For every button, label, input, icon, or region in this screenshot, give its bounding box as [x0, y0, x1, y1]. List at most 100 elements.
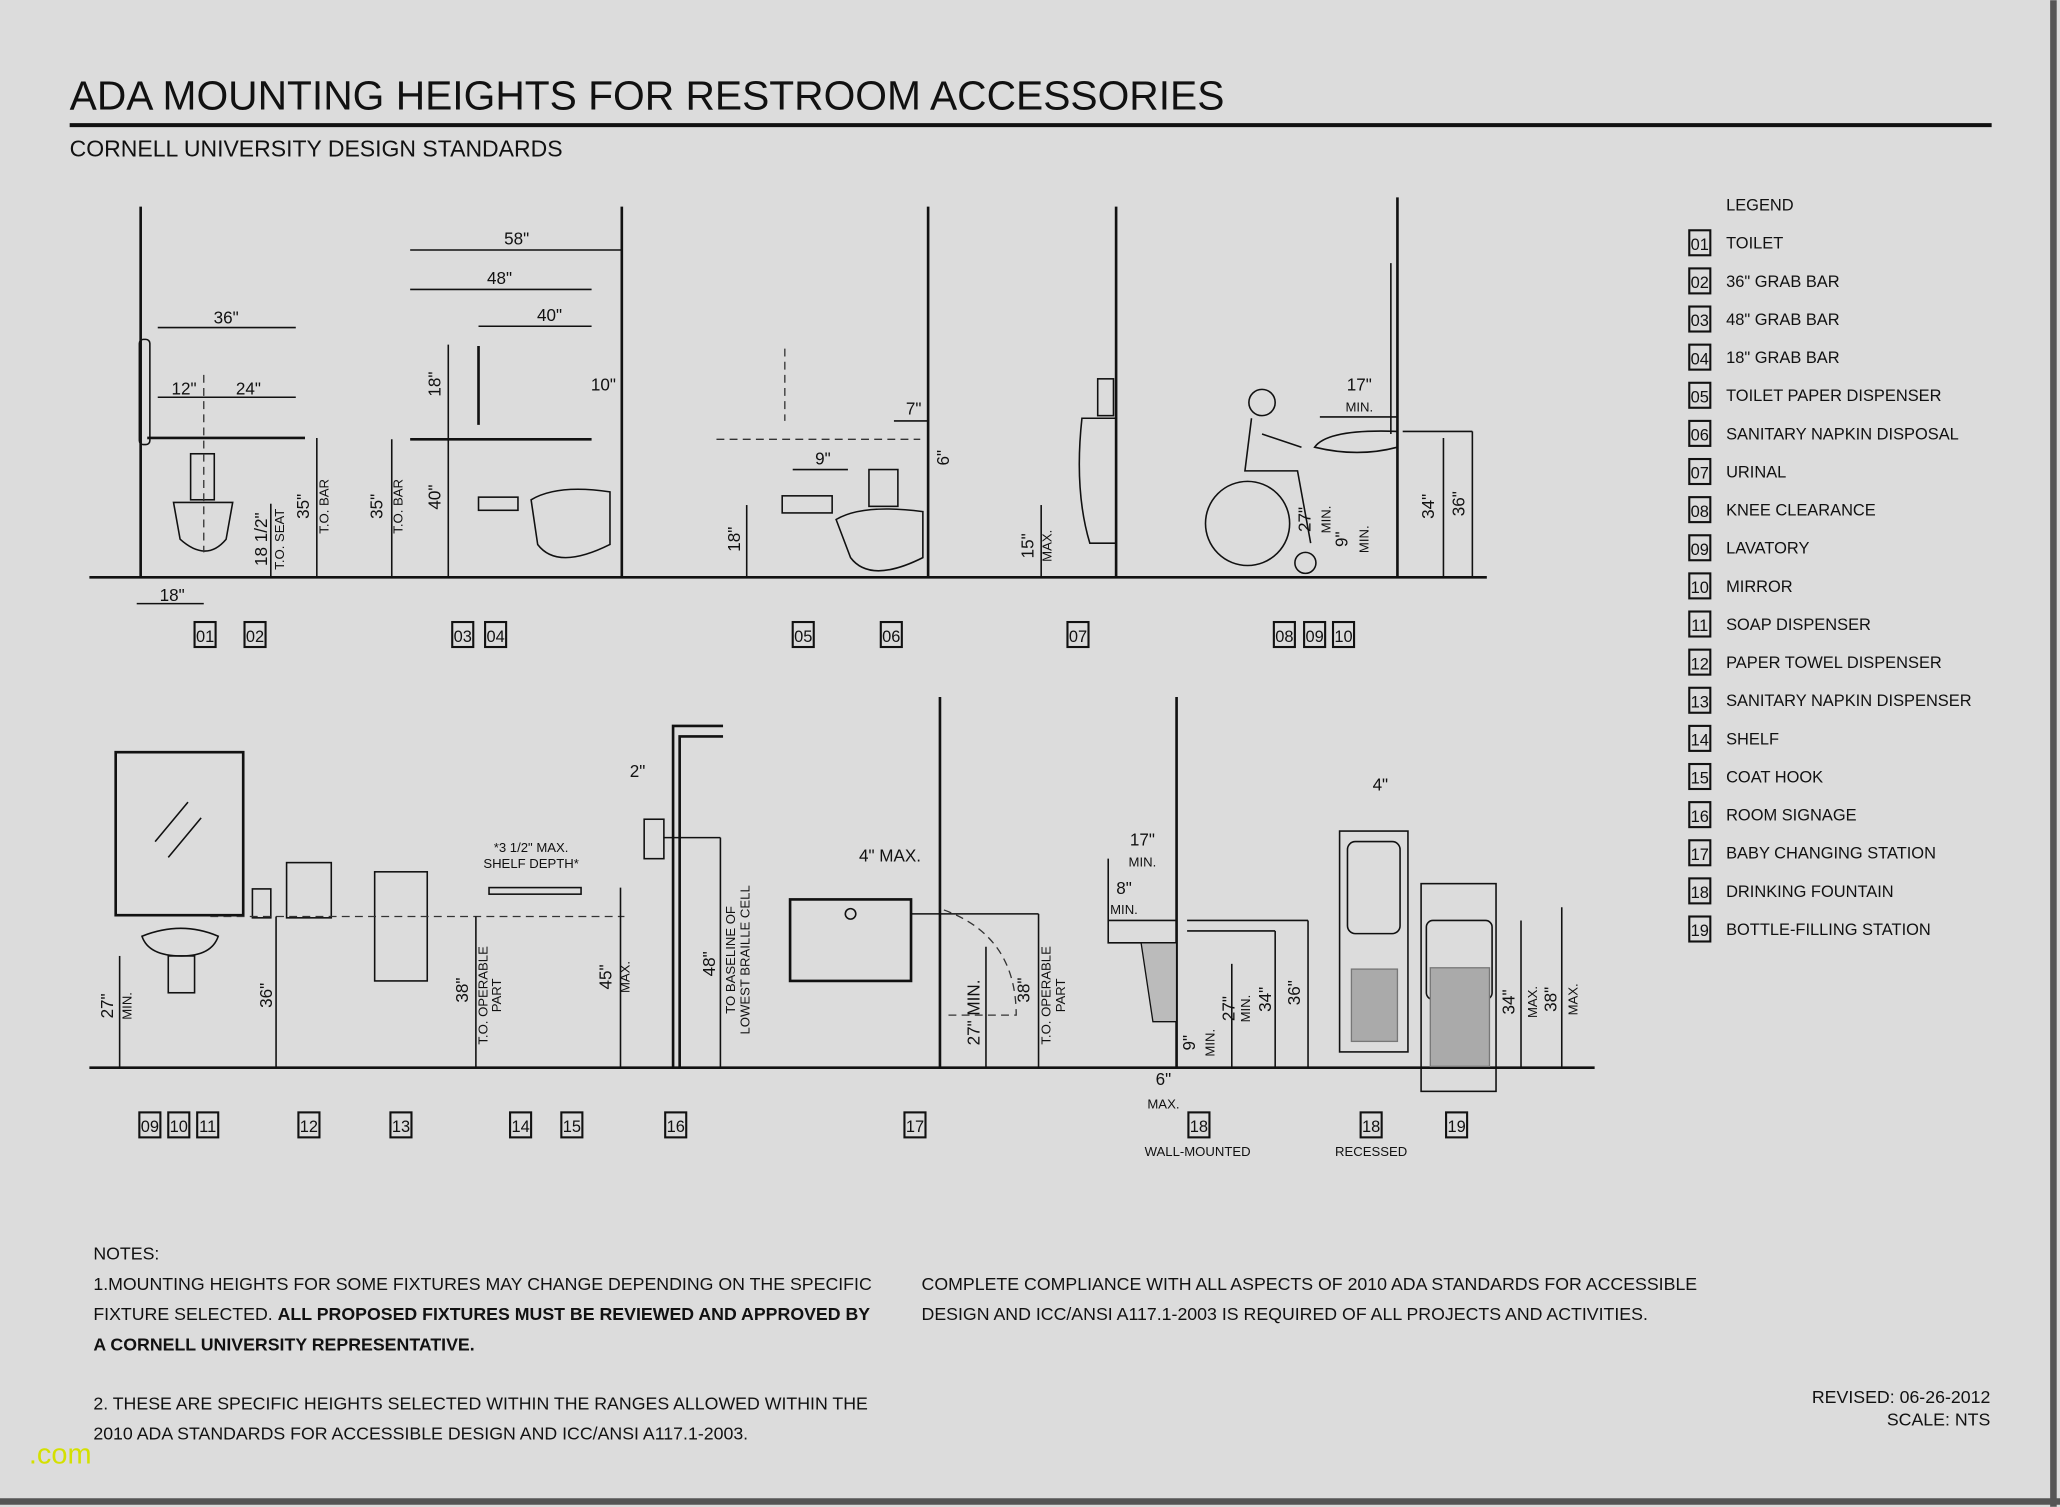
- svg-text:MIN.: MIN.: [1129, 855, 1157, 870]
- fixture-tag: 13: [389, 1111, 413, 1139]
- legend-tag: 09: [1688, 534, 1712, 562]
- tag-number: 12: [300, 1118, 318, 1136]
- tag-number: 14: [1691, 732, 1709, 750]
- page-title: ADA MOUNTING HEIGHTS FOR RESTROOM ACCESS…: [70, 72, 1225, 118]
- watermark: .com: [29, 1438, 92, 1470]
- svg-text:MIN.: MIN.: [1203, 1029, 1218, 1057]
- tag-number: 10: [1334, 628, 1352, 646]
- tag-number: 01: [1691, 236, 1709, 254]
- svg-text:9": 9": [1180, 1035, 1199, 1051]
- legend-item-label: PAPER TOWEL DISPENSER: [1726, 654, 1942, 672]
- tag-box: [1272, 620, 1296, 649]
- svg-text:A CORNELL UNIVERSITY REPRESENT: A CORNELL UNIVERSITY REPRESENTATIVE.: [93, 1334, 474, 1354]
- svg-text:27" MIN.: 27" MIN.: [964, 980, 983, 1046]
- svg-text:10": 10": [591, 376, 616, 395]
- svg-text:36": 36": [1285, 980, 1304, 1005]
- tag-number: 09: [1691, 541, 1709, 559]
- svg-text:35": 35": [368, 494, 387, 519]
- bottom-elevations: [89, 696, 1595, 1093]
- tag-box: [1688, 572, 1712, 600]
- legend-tag: 11: [1688, 610, 1712, 638]
- legend-tag: 18: [1688, 877, 1712, 905]
- svg-text:17": 17": [1347, 376, 1372, 395]
- tag-box: [560, 1111, 584, 1139]
- svg-text:MIN.: MIN.: [1345, 400, 1373, 415]
- svg-text:T.O. BAR: T.O. BAR: [317, 479, 332, 534]
- tag-box: [297, 1111, 321, 1139]
- svg-text:4": 4": [1373, 775, 1389, 794]
- tag-number: 13: [392, 1118, 410, 1136]
- tag-box: [1688, 457, 1712, 486]
- tag-box: [243, 620, 267, 649]
- legend: LEGEND 01 TOILET 02 36" GRAB BAR 03 48" GRAB …: [1688, 197, 1972, 943]
- fixture-tag: 19: [1445, 1111, 1469, 1139]
- tag-number: 05: [794, 628, 812, 646]
- tag-number: 07: [1069, 628, 1087, 646]
- svg-text:15": 15": [1018, 533, 1037, 558]
- svg-text:NOTES:: NOTES:: [93, 1244, 159, 1264]
- fixture-tag: 03: [451, 620, 475, 649]
- tag-number: 08: [1691, 503, 1709, 521]
- tag-number: 18: [1691, 884, 1709, 902]
- tag-number: 16: [1691, 808, 1709, 826]
- tag-box: [1688, 839, 1712, 867]
- tag-box: [1445, 1111, 1469, 1139]
- tag-box: [1688, 343, 1712, 371]
- svg-text:MIN.: MIN.: [1318, 506, 1333, 534]
- svg-text:MAX.: MAX.: [1566, 983, 1581, 1015]
- svg-text:MIN.: MIN.: [1110, 902, 1138, 917]
- svg-text:2": 2": [630, 762, 646, 781]
- tag-number: 10: [170, 1118, 188, 1136]
- svg-text:MAX.: MAX.: [1525, 986, 1540, 1018]
- svg-text:LOWEST BRAILLE CELL: LOWEST BRAILLE CELL: [737, 885, 752, 1034]
- revised-date: REVISED: 06-26-2012: [1812, 1387, 1990, 1407]
- svg-text:MAX.: MAX.: [1147, 1096, 1179, 1111]
- fixture-tag: 08: [1272, 620, 1296, 649]
- legend-tag: 16: [1688, 801, 1712, 829]
- tag-box: [1331, 620, 1356, 649]
- tag-number: 06: [882, 628, 900, 646]
- tag-box: [1688, 229, 1712, 257]
- tag-box: [1688, 305, 1712, 333]
- svg-text:4" MAX.: 4" MAX.: [859, 846, 921, 865]
- fixture-tag: 15: [560, 1111, 584, 1139]
- tag-box: [1688, 496, 1712, 524]
- legend-tag: 02: [1688, 267, 1712, 295]
- legend-tag: 08: [1688, 496, 1712, 524]
- legend-item-label: DRINKING FOUNTAIN: [1726, 883, 1894, 901]
- tag-number: 15: [563, 1118, 581, 1136]
- legend-item-label: MIRROR: [1726, 578, 1793, 596]
- svg-text:7": 7": [906, 399, 922, 418]
- svg-text:COMPLETE COMPLIANCE WITH ALL A: COMPLETE COMPLIANCE WITH ALL ASPECTS OF …: [922, 1274, 1698, 1294]
- notes: NOTES: 1.MOUNTING HEIGHTS FOR SOME FIXTU…: [93, 1244, 1697, 1444]
- tag-box: [664, 1111, 688, 1139]
- top-dimension-labels: 36" 12" 24" 18 1/2" T.O. SEAT 35" T.O. B…: [160, 230, 1469, 605]
- tag-box: [1688, 762, 1712, 791]
- legend-tag: 15: [1688, 762, 1712, 791]
- svg-text:38": 38": [1014, 978, 1033, 1003]
- fixture-tag: 07: [1066, 620, 1090, 649]
- tag-box: [791, 620, 815, 649]
- tag-number: 11: [199, 1118, 216, 1136]
- svg-text:PART: PART: [1053, 978, 1068, 1012]
- tag-box: [193, 620, 217, 649]
- legend-tag: 14: [1688, 724, 1712, 752]
- svg-text:45": 45": [596, 964, 615, 989]
- svg-text:38": 38": [1542, 987, 1561, 1012]
- legend-tag: 19: [1688, 915, 1712, 943]
- tag-number: 08: [1275, 628, 1293, 646]
- svg-text:*3 1/2" MAX.: *3 1/2" MAX.: [494, 840, 569, 855]
- legend-item-label: SANITARY NAPKIN DISPENSER: [1726, 692, 1972, 710]
- tag-box: [1688, 381, 1712, 409]
- svg-text:6": 6": [934, 450, 953, 466]
- tag-box: [879, 620, 903, 649]
- tag-number: 09: [141, 1118, 159, 1136]
- tag-box: [389, 1111, 413, 1139]
- svg-text:9": 9": [815, 449, 831, 468]
- caption-wall-mounted: WALL-MOUNTED: [1145, 1144, 1251, 1159]
- tag-box: [451, 620, 475, 649]
- svg-text:2. THESE ARE SPECIFIC HEIGHTS: 2. THESE ARE SPECIFIC HEIGHTS SELECTED W…: [93, 1393, 868, 1413]
- svg-text:48": 48": [487, 269, 512, 288]
- tag-number: 07: [1691, 465, 1709, 483]
